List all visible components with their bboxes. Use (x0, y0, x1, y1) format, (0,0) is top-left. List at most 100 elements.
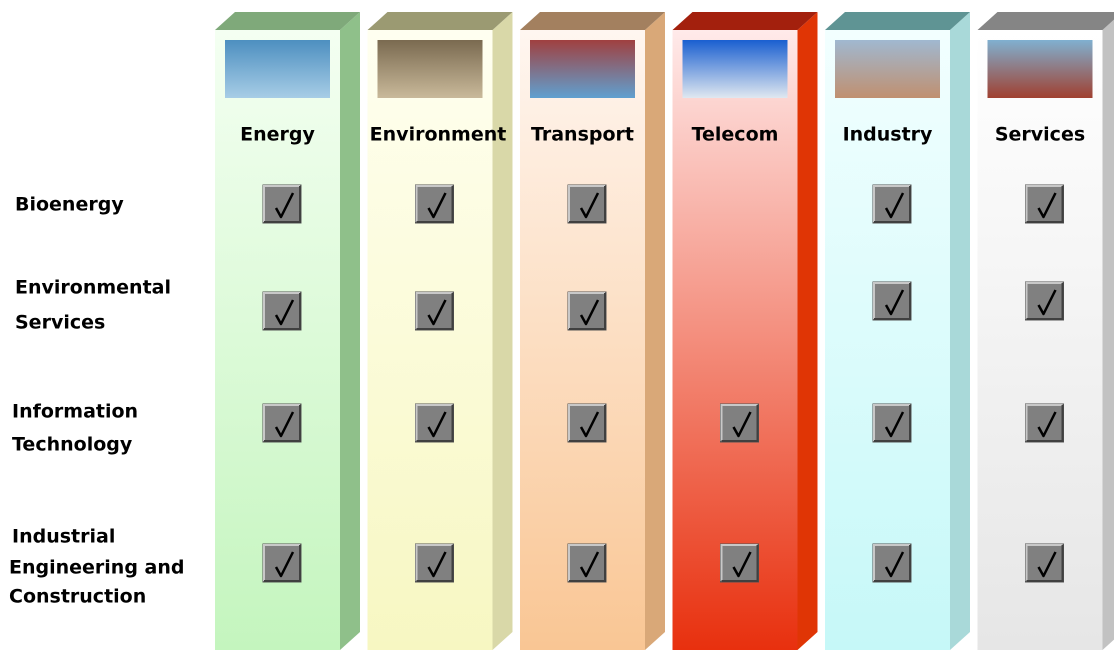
checkmark (1037, 289, 1057, 316)
checkmark (884, 289, 905, 316)
row-label: Bioenergy (15, 194, 124, 216)
column-image (225, 40, 330, 98)
checkbox-bevel-light (415, 292, 453, 329)
row-label: Information (12, 401, 138, 423)
column-side (797, 12, 818, 650)
column-top (825, 12, 970, 30)
checkbox-bevel-light (1025, 282, 1063, 319)
checkbox (415, 543, 454, 583)
checkbox (1025, 281, 1064, 321)
column-header: Industry (843, 124, 933, 146)
column-top (367, 12, 513, 30)
checkbox (872, 543, 912, 583)
column-top (520, 12, 665, 30)
checkbox-bevel-light (873, 404, 910, 441)
column-header: Telecom (692, 124, 779, 146)
checkmark (884, 192, 905, 219)
row-label: Technology (12, 434, 133, 456)
row-label: Engineering and (9, 557, 185, 579)
checkbox (872, 403, 912, 443)
checkbox-bevel-light (263, 185, 300, 222)
column-side (340, 12, 360, 650)
column-top (977, 12, 1114, 30)
checkbox-bevel-dark (721, 545, 759, 582)
checkbox-bevel-dark (569, 293, 606, 330)
checkbox-bevel-dark (416, 293, 454, 330)
checkbox-bevel-light (263, 292, 300, 329)
checkbox-bevel-dark (264, 405, 301, 442)
checkbox-bevel-light (263, 404, 300, 441)
checkmark (427, 299, 447, 326)
row-label: Industrial (12, 526, 115, 548)
checkbox (1025, 543, 1064, 583)
column-header: Environment (370, 124, 507, 146)
checkbox (262, 184, 302, 224)
checkmark (732, 551, 752, 578)
checkbox-bevel-dark (1026, 283, 1064, 320)
column-top (672, 12, 818, 30)
checkbox-bevel-dark (1026, 405, 1064, 442)
checkbox-bevel-dark (569, 186, 606, 223)
checkmark (274, 411, 295, 438)
checkbox-bevel-light (720, 544, 758, 581)
column-top (215, 12, 360, 30)
checkbox-bevel-dark (874, 405, 911, 442)
checkmark (427, 411, 447, 438)
checkbox-bevel-light (415, 185, 453, 222)
checkbox-bevel-light (263, 544, 300, 581)
column-side (492, 12, 513, 650)
checkbox (415, 403, 454, 443)
checkbox-bevel-dark (721, 405, 759, 442)
checkmark (579, 192, 600, 219)
checkbox-bevel-dark (416, 405, 454, 442)
checkbox-bevel-dark (264, 545, 301, 582)
checkbox-bevel-dark (416, 545, 454, 582)
checkbox (872, 281, 912, 321)
checkbox-bevel-dark (1026, 545, 1064, 582)
checkmark (579, 411, 600, 438)
checkbox-bevel-dark (1026, 186, 1064, 223)
checkbox-bevel-light (873, 185, 910, 222)
checkbox-bevel-light (1025, 185, 1063, 222)
checkmark (274, 551, 295, 578)
checkbox-bevel-light (720, 404, 758, 441)
column-header: Services (995, 124, 1085, 146)
column-image (682, 40, 788, 98)
checkbox-bevel-light (568, 544, 605, 581)
checkbox-bevel-light (873, 282, 910, 319)
checkmark (1037, 192, 1057, 219)
column-image (987, 40, 1093, 98)
checkmark (884, 411, 905, 438)
checkbox (872, 184, 912, 224)
checkmark (274, 192, 295, 219)
checkbox-bevel-dark (264, 293, 301, 330)
column-side (645, 12, 665, 650)
checkbox (262, 403, 302, 443)
checkbox (1025, 403, 1064, 443)
row-label: Environmental (15, 277, 171, 299)
checkbox-bevel-light (568, 292, 605, 329)
column-image (377, 40, 483, 98)
checkbox (720, 403, 759, 443)
checkbox (567, 291, 607, 331)
checkbox (262, 291, 302, 331)
checkbox-bevel-light (415, 544, 453, 581)
checkbox-bevel-dark (569, 405, 606, 442)
column-side (1102, 19, 1114, 650)
column-header: Energy (240, 124, 315, 146)
column-side (950, 12, 970, 650)
checkbox (567, 184, 607, 224)
column-image (530, 40, 635, 98)
checkbox (262, 543, 302, 583)
checkbox-bevel-dark (264, 186, 301, 223)
checkbox-bevel-light (1025, 404, 1063, 441)
checkbox-bevel-light (1025, 544, 1063, 581)
checkbox-bevel-dark (569, 545, 606, 582)
checkmark (732, 411, 752, 438)
checkmark (1037, 551, 1057, 578)
checkmark (579, 299, 600, 326)
checkmark (427, 551, 447, 578)
checkmark (884, 551, 905, 578)
checkbox (567, 543, 607, 583)
